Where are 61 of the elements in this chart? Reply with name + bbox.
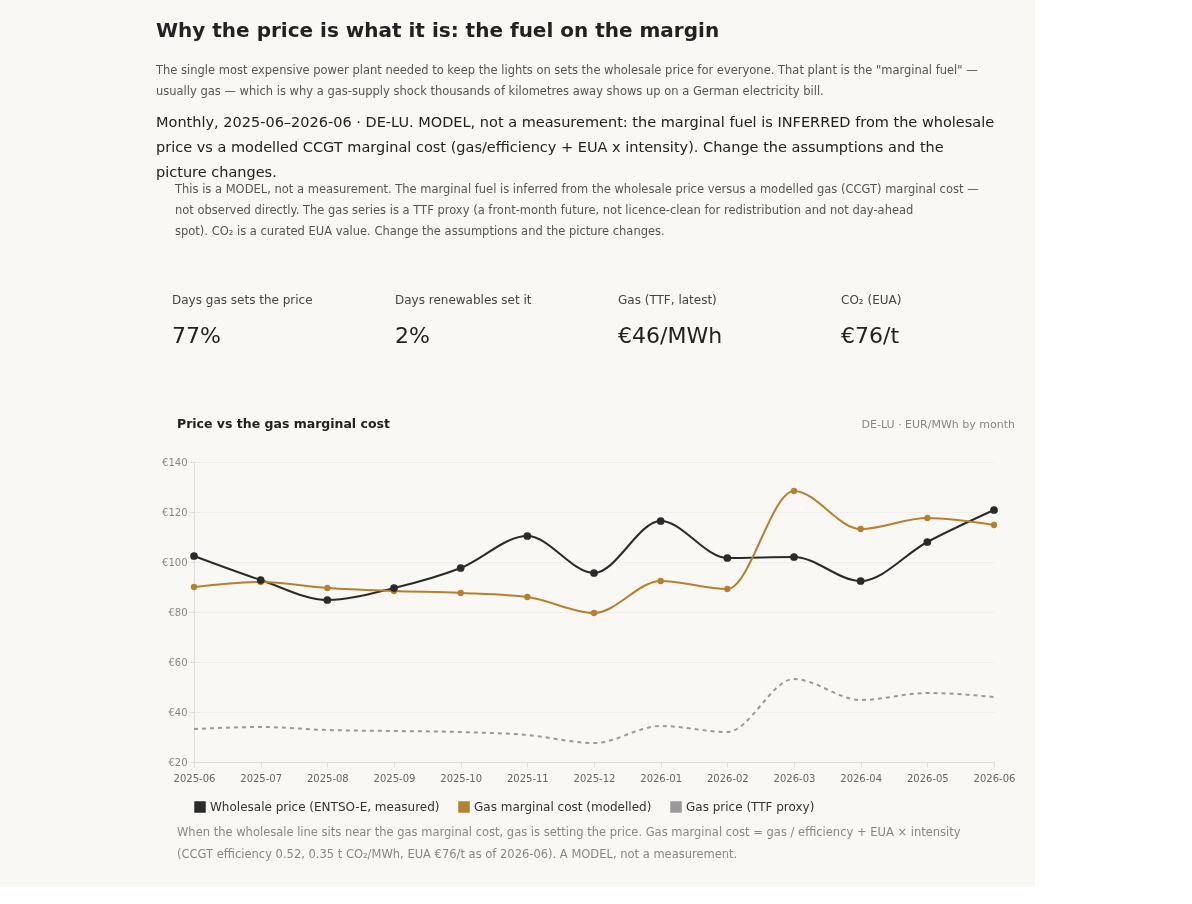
point xyxy=(724,585,731,593)
text: Monthly, 2025-06–2026-06 · DE-LU. MODEL, not a measurement: the marginal fuel is INFERRED from the wholesale price vs a modelled CCGT marginal cost (gas/efficiency + EUA x intensity). Change the assumptions and the picture changes. xyxy=(156,114,995,180)
x-tick-label: 2026-06 xyxy=(973,772,1016,784)
point xyxy=(457,589,464,597)
point xyxy=(323,596,332,604)
point xyxy=(656,517,665,525)
x-tick-label: 2026-03 xyxy=(773,772,816,784)
legend-label: Gas marginal cost (modelled) xyxy=(474,800,652,814)
x-tick-label: 2026-01 xyxy=(640,772,683,784)
point xyxy=(523,532,532,540)
x-tick-label: 2025-06 xyxy=(173,772,216,784)
text: 77% xyxy=(172,323,221,348)
chart-title: Why the price is what it is: the fuel on the margin xyxy=(156,18,720,42)
point xyxy=(924,514,931,522)
y-tick-label: €140 xyxy=(162,456,188,468)
x-tick-label: 2025-11 xyxy=(506,772,549,784)
text: Price vs the gas marginal cost xyxy=(177,416,390,431)
x-tick-label: 2025-12 xyxy=(573,772,616,784)
text: €46/MWh xyxy=(618,323,723,348)
point xyxy=(923,538,932,546)
x-tick-label: 2025-08 xyxy=(306,772,349,784)
text: €76/t xyxy=(841,323,900,348)
x-tick-label: 2025-07 xyxy=(240,772,283,784)
point xyxy=(190,552,198,560)
text: When the wholesale line sits near the gas marginal cost, gas is setting the price. Gas marginal cost = gas / efficiency + EUA × intensity (CCGT efficiency 0.52, 0.35 t CO₂/MWh, EUA €76/t as of 2026-06). A MODEL, not a measurement. xyxy=(177,825,961,861)
point xyxy=(990,506,998,514)
point xyxy=(723,554,732,562)
line-series xyxy=(193,678,995,744)
text: Days gas sets the price xyxy=(172,293,313,307)
text: This is a MODEL, not a measurement. The marginal fuel is inferred from the wholesale price versus a modelled gas (CCGT) marginal cost — not observed directly. The gas series is a TTF proxy (a front-month future, not licence-clean for redistribution and not day-ahead spot). CO₂ is a curated EUA value. Change the assumptions and the picture changes. xyxy=(174,182,979,238)
point xyxy=(657,577,664,585)
point xyxy=(524,593,531,601)
text: 2% xyxy=(395,323,430,348)
text: CO₂ (EUA) xyxy=(841,293,902,307)
y-tick-label: €100 xyxy=(162,556,188,568)
x-tick-label: 2026-05 xyxy=(906,772,949,784)
x-tick-label: 2025-09 xyxy=(373,772,416,784)
point xyxy=(590,569,598,577)
point xyxy=(590,609,598,617)
chart-subtitle: The single most expensive power plant needed to keep the lights on sets the wholesale price for everyone. That plant is the "marginal fuel" — usually gas — which is why a gas-supply shock thousands of kilometres away shows up on a German electricity bill. xyxy=(155,63,978,98)
text: Gas (TTF, latest) xyxy=(618,293,717,307)
point xyxy=(790,553,798,561)
point xyxy=(190,583,198,591)
point xyxy=(856,577,865,585)
point xyxy=(990,521,998,529)
y-tick-label: €80 xyxy=(168,606,188,618)
point xyxy=(857,525,864,533)
x-tick-label: 2026-02 xyxy=(706,772,749,784)
x-tick-label: 2025-10 xyxy=(440,772,483,784)
y-tick-label: €120 xyxy=(162,506,188,518)
legend-label: Wholesale price (ENTSO-E, measured) xyxy=(210,800,440,814)
y-tick-label: €60 xyxy=(168,656,188,668)
legend-label: Gas price (TTF proxy) xyxy=(686,800,815,814)
y-tick-label: €20 xyxy=(168,756,188,768)
text: Days renewables set it xyxy=(395,293,532,307)
x-tick-label: 2026-04 xyxy=(840,772,883,784)
point xyxy=(456,564,465,572)
point xyxy=(790,487,798,495)
y-tick-label: €40 xyxy=(168,706,188,718)
text: DE-LU · EUR/MWh by month xyxy=(861,418,1016,431)
point xyxy=(324,584,331,592)
